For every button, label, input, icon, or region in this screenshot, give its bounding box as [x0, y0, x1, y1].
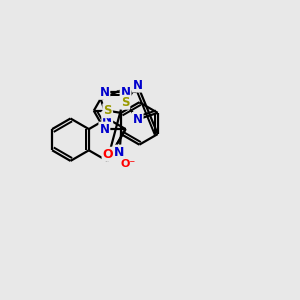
Text: N: N: [99, 86, 110, 99]
Text: N: N: [121, 86, 130, 99]
Text: N: N: [133, 113, 142, 126]
Text: N: N: [99, 123, 110, 136]
Text: O⁻: O⁻: [121, 159, 136, 169]
Text: S: S: [121, 96, 129, 109]
Text: N: N: [102, 112, 112, 125]
Text: S: S: [103, 104, 112, 117]
Text: N: N: [114, 146, 125, 159]
Text: N: N: [133, 79, 142, 92]
Text: O: O: [103, 148, 113, 161]
